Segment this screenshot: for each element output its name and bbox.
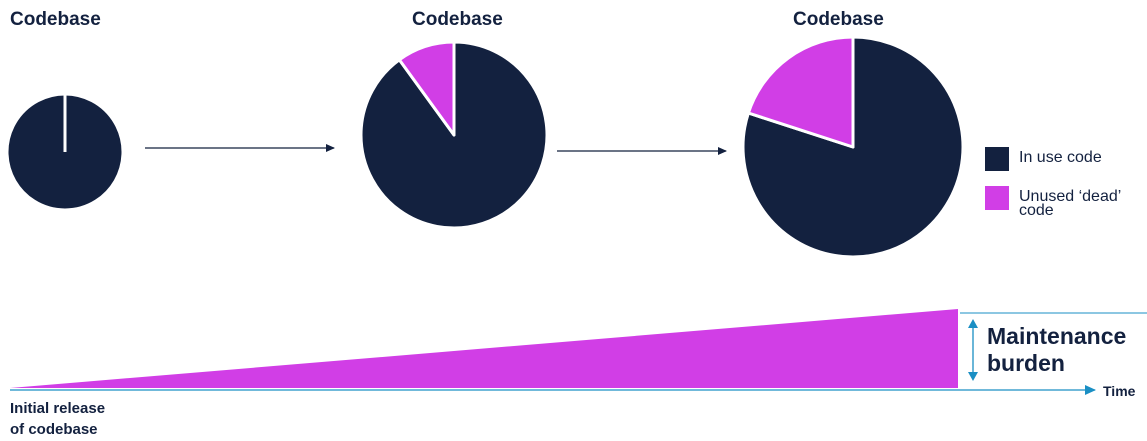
pie-title-3: Codebase [793, 9, 884, 30]
pie-chart-3 [741, 35, 965, 259]
burden-line2: burden [987, 350, 1065, 376]
legend-label-dead-line1: Unused ‘dead’ [1019, 188, 1122, 205]
pie-3-slice-dead [746, 35, 855, 149]
legend-swatch-in-use [985, 147, 1009, 171]
burden-line1: Maintenance [987, 323, 1127, 349]
pie-chart-2 [359, 40, 549, 230]
burden-arrow-down-head [968, 372, 978, 381]
pie-chart-1 [5, 92, 125, 212]
pie-2-slice-dead [397, 40, 456, 137]
burden-arrow-up-head [968, 319, 978, 328]
pie-title-2: Codebase [412, 9, 503, 30]
legend-label-dead: Unused ‘dead’ code [1019, 188, 1122, 219]
initial-release-line2: of codebase [10, 421, 98, 438]
legend-label-dead-line2: code [1019, 202, 1054, 219]
maintenance-burden-label: Maintenance burden [987, 323, 1126, 377]
pie-title-1: Codebase [10, 9, 101, 30]
legend-label-in-use: In use code [1019, 149, 1102, 166]
legend-swatch-dead [985, 186, 1009, 210]
maintenance-burden-wedge [10, 309, 958, 388]
initial-release-label: Initial release of codebase [10, 398, 105, 440]
initial-release-line1: Initial release [10, 400, 106, 417]
time-axis-label: Time [1103, 383, 1136, 399]
